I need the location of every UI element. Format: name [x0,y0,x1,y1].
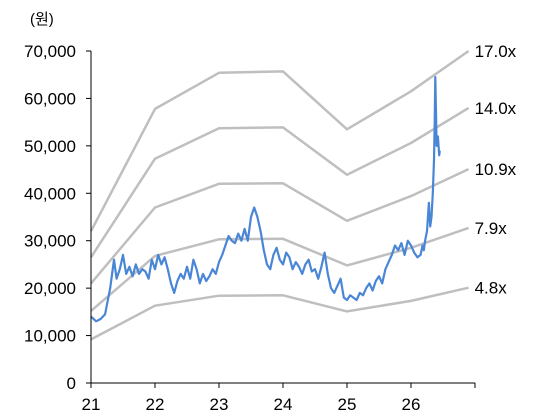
x-tick-labels: 21 22 23 24 25 26 [82,395,421,414]
band-label: 7.9x [475,219,508,238]
band-line [90,226,470,312]
band-line [89,49,470,232]
band-label: 17.0x [475,42,517,61]
x-tick-label: 23 [210,395,229,414]
x-tick-label: 25 [338,395,357,414]
band-label: 4.8x [475,279,508,298]
band-line [89,106,470,258]
y-tick-label: 40,000 [24,184,76,203]
y-tick-label: 60,000 [24,89,76,108]
y-tick-labels: 0 10,000 20,000 30,000 40,000 50,000 60,000 70,… [24,42,76,393]
band-line [90,286,469,341]
price-line [90,75,441,323]
x-tick-label: 26 [402,395,421,414]
x-tick-label: 21 [82,395,101,414]
band-label: 14.0x [475,99,517,118]
price-series [90,75,441,323]
band-label: 10.9x [475,160,517,179]
y-tick-label: 0 [67,374,76,393]
axes [86,50,476,388]
band-lines [89,49,470,341]
y-tick-label: 20,000 [24,279,76,298]
y-unit-label: (원) [30,11,54,28]
band-line [90,167,470,285]
x-tick-label: 24 [274,395,293,414]
y-tick-label: 70,000 [24,42,76,61]
y-tick-label: 10,000 [24,327,76,346]
y-tick-label: 50,000 [24,137,76,156]
x-tick-label: 22 [146,395,165,414]
band-labels: 17.0x 14.0x 10.9x 7.9x 4.8x [475,42,517,298]
y-tick-label: 30,000 [24,232,76,251]
